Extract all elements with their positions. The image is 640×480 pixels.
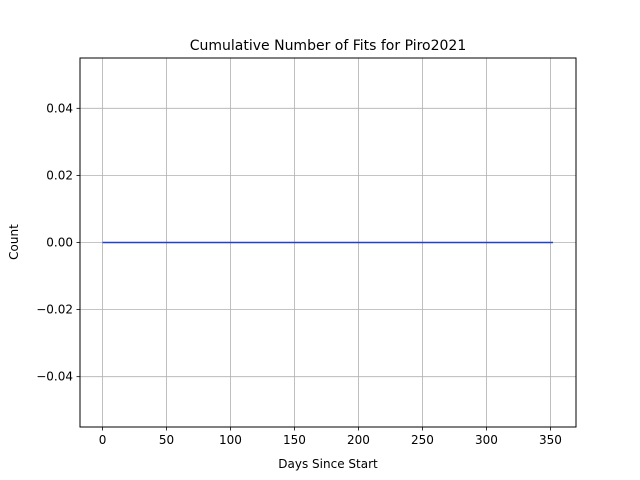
x-tick-label: 350 — [539, 433, 562, 447]
y-tick-label: 0.04 — [46, 101, 73, 115]
x-tick-label: 0 — [99, 433, 107, 447]
x-axis: 0 50 100 150 200 250 300 350 — [99, 427, 562, 447]
y-tick-label: −0.04 — [36, 370, 73, 384]
x-tick-label: 50 — [159, 433, 174, 447]
y-axis: −0.04 −0.02 0.00 0.02 0.04 — [36, 101, 80, 384]
x-tick-label: 150 — [283, 433, 306, 447]
x-axis-label: Days Since Start — [278, 457, 378, 471]
y-tick-label: 0.00 — [46, 236, 73, 250]
x-tick-label: 100 — [219, 433, 242, 447]
x-tick-label: 200 — [347, 433, 370, 447]
y-axis-label: Count — [7, 224, 21, 260]
x-tick-label: 300 — [475, 433, 498, 447]
chart-title: Cumulative Number of Fits for Piro2021 — [190, 38, 467, 54]
x-tick-label: 250 — [411, 433, 434, 447]
y-tick-label: −0.02 — [36, 303, 73, 317]
y-tick-label: 0.02 — [46, 168, 73, 182]
